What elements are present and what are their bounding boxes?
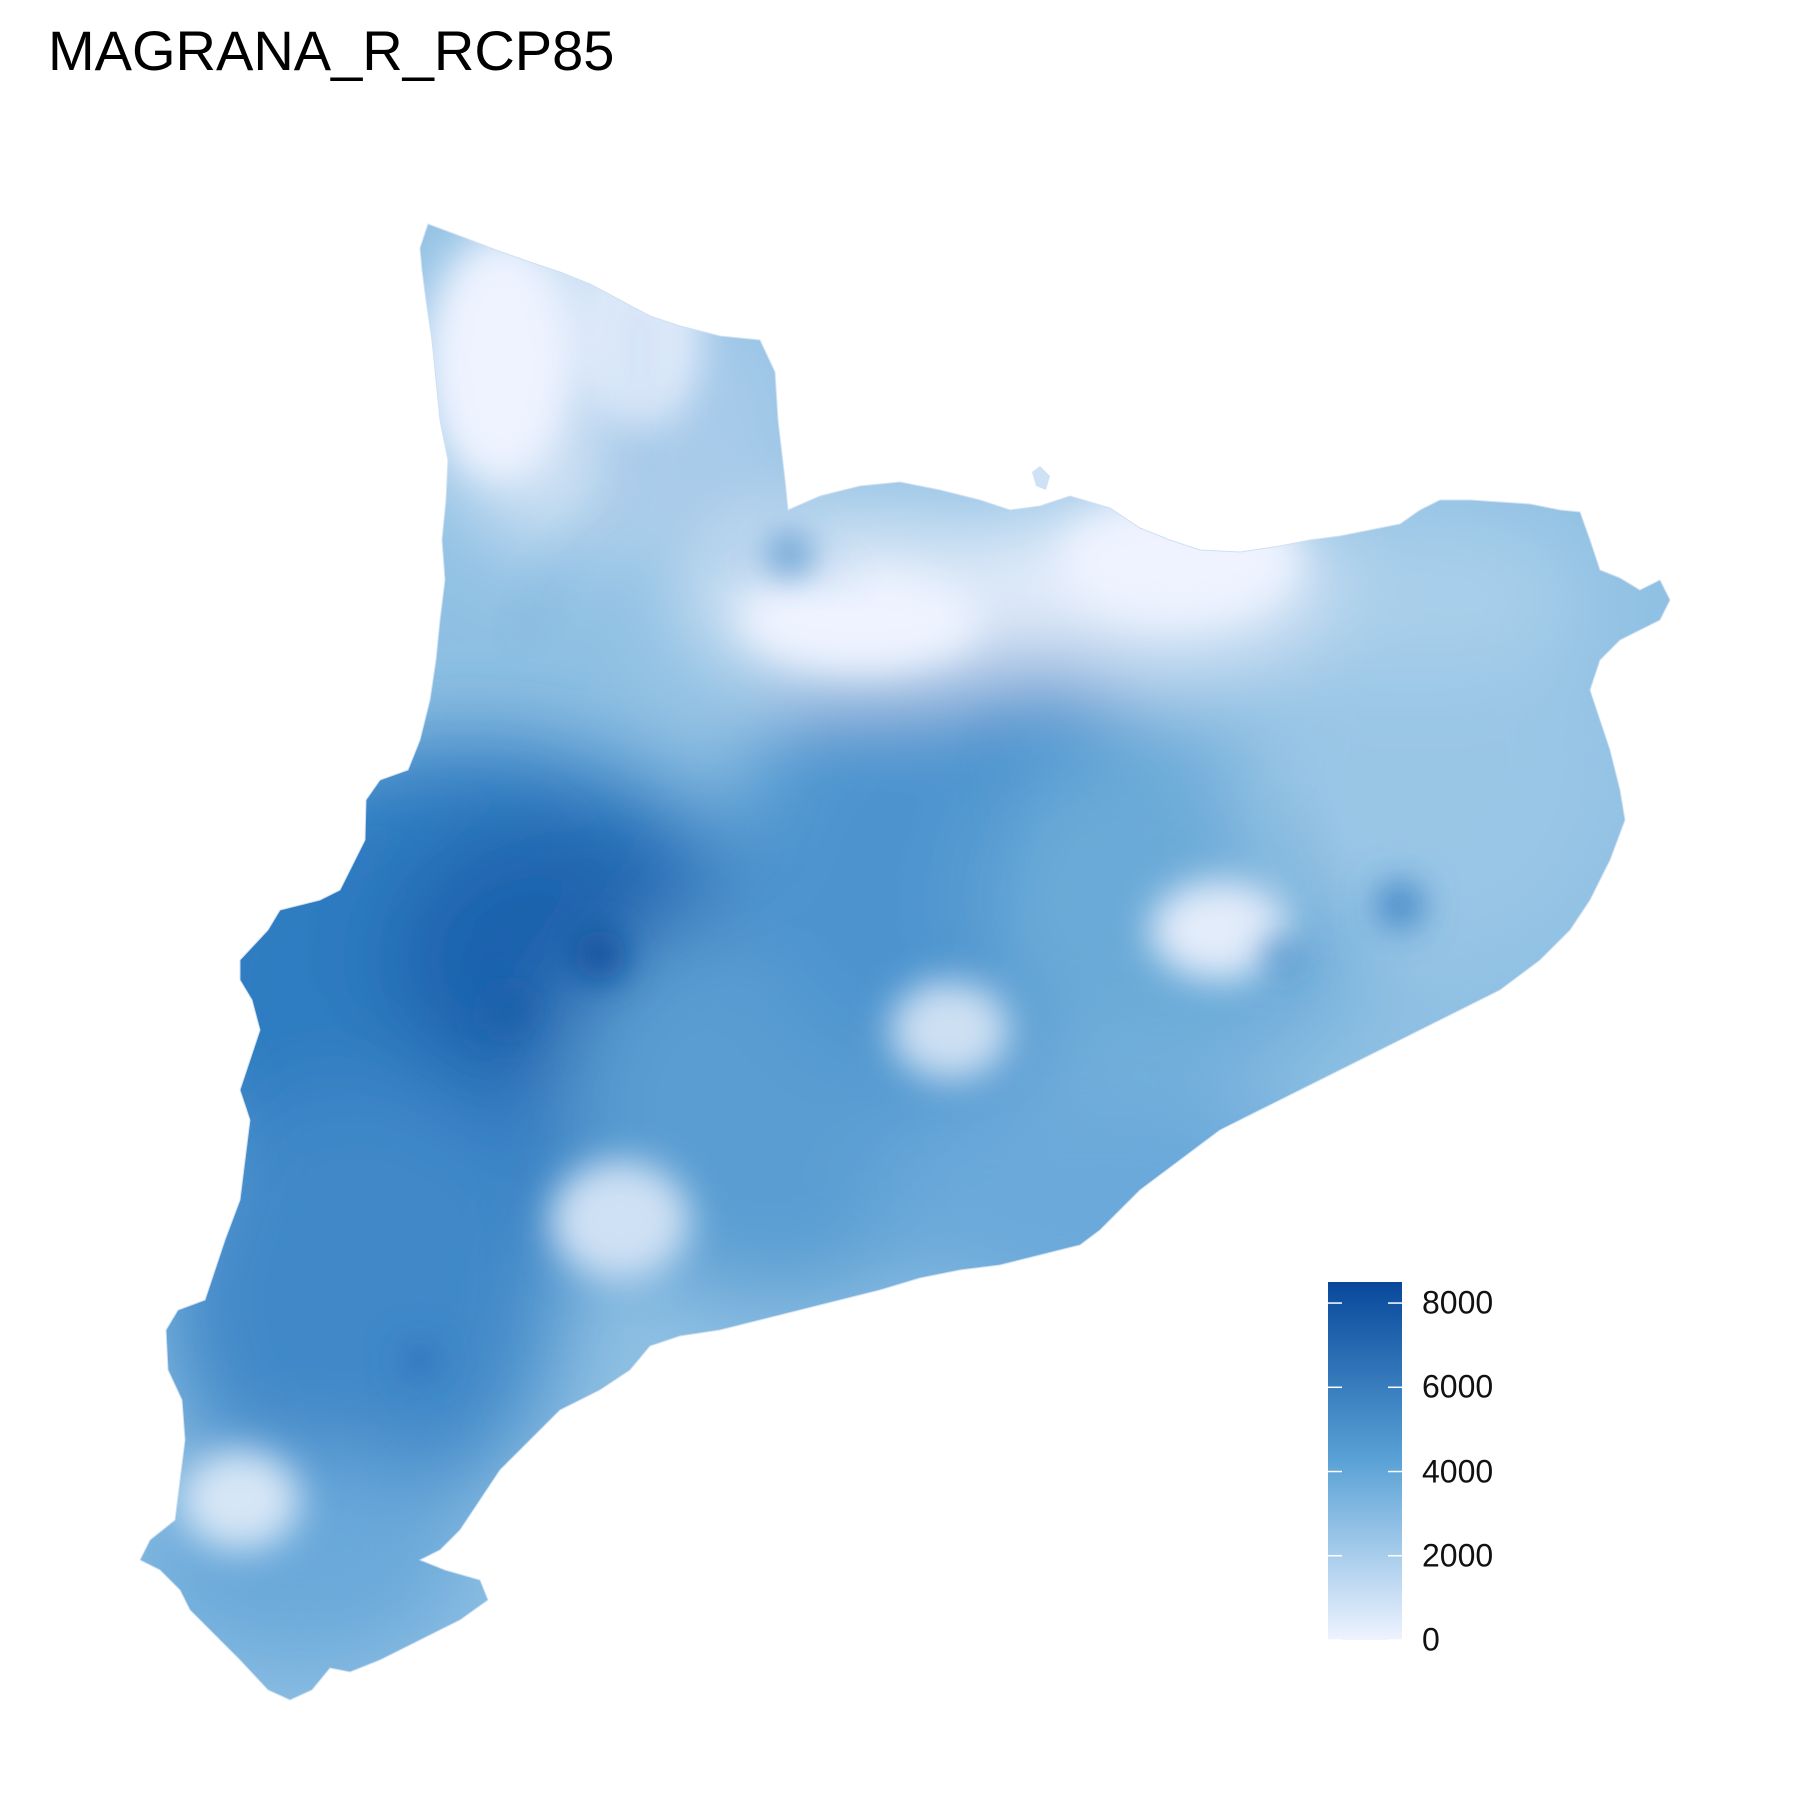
legend-colorbar xyxy=(1328,1282,1402,1640)
color-legend xyxy=(1328,1282,1402,1641)
legend-ticks xyxy=(1328,1302,1402,1641)
legend-tick-label: 0 xyxy=(1422,1621,1440,1658)
legend-tick-label: 8000 xyxy=(1422,1284,1494,1321)
legend-tick-label: 4000 xyxy=(1422,1453,1494,1490)
legend-tick-label: 2000 xyxy=(1422,1537,1494,1574)
map-title: MAGRANA_R_RCP85 xyxy=(48,19,615,82)
catalonia-region xyxy=(140,224,1670,1700)
legend-tick-label: 6000 xyxy=(1422,1368,1494,1405)
enclave-shape xyxy=(1032,466,1050,490)
region-outline xyxy=(139,223,1671,1701)
